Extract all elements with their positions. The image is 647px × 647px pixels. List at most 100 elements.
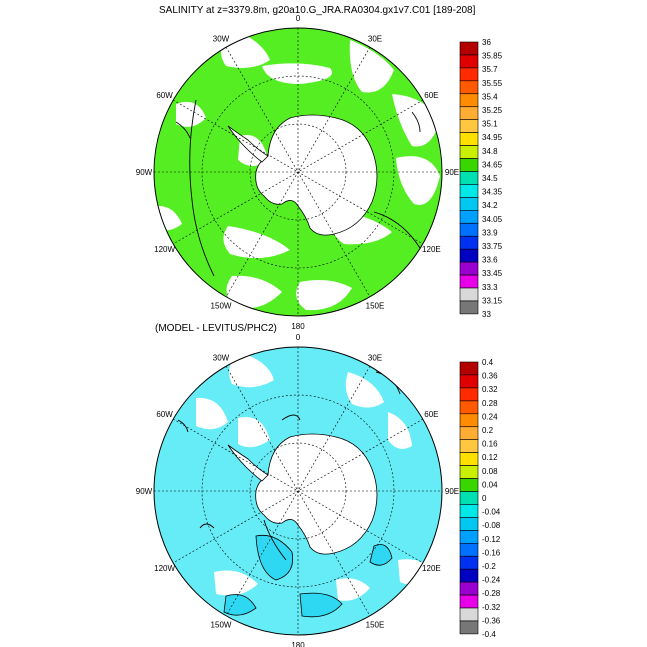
panel1-lon-label: 0: [296, 14, 301, 23]
panel2-colorbar-label: -0.24: [482, 576, 501, 585]
panel1-colorbar-swatch: [459, 67, 479, 82]
panel2-colorbar-swatch: [459, 426, 479, 440]
panel2-colorbar-swatch: [459, 387, 479, 402]
panel1-colorbar-swatch: [459, 300, 479, 315]
panel1-lon-label: 150E: [366, 301, 385, 310]
panel2-colorbar-label: -0.08: [482, 521, 501, 530]
panel1-colorbar-swatch: [459, 223, 479, 237]
panel2-antarctica: [255, 433, 378, 555]
panel2-colorbar-label: 0.36: [482, 372, 498, 381]
panel2-lon-label: 150W: [211, 620, 232, 629]
panel1-lon-label: 90W: [136, 168, 153, 177]
panel2-colorbar-swatch: [459, 542, 479, 557]
panel2-colorbar-label: 0.24: [482, 412, 498, 421]
panel1-antarctic-peninsula: [227, 125, 269, 163]
panel1-longitude-labels: 0 30E 60E 90E 120E 150E 180 150W 120W 90W 60W 30W: [136, 14, 459, 331]
panel2-colorbar-label: -0.2: [482, 562, 496, 571]
panel1-map: 0 30E 60E 90E 120E 150E 180 150W 120W 90W 60W 30W 3…: [136, 14, 503, 331]
panel2-map: 0 30E 60E 90E 120E 150E 180 150W 120W 90W 60W 30W 0…: [136, 333, 501, 647]
panel2-lon-label: 60W: [156, 410, 173, 419]
panel1-colorbar-label: 33.15: [482, 296, 503, 305]
panel2-lon-label: 60E: [424, 410, 438, 419]
panel1-lon-label: 120W: [154, 245, 175, 254]
panel2-title: (MODEL - LEVITUS/PHC2): [155, 323, 277, 334]
panel1-colorbar-swatch: [459, 80, 479, 95]
panel1-colorbar-label: 33.3: [482, 283, 498, 292]
panel2-colorbar-label: -0.32: [482, 603, 501, 612]
panel2-colorbar-swatch: [459, 361, 479, 376]
panel2-colorbar-label: 0.32: [482, 385, 498, 394]
panel1-colorbar-label: 35.25: [482, 106, 503, 115]
panel2-colorbar-label: 0.08: [482, 467, 498, 476]
panel2-colorbar-swatch: [459, 568, 479, 583]
panel1-map-border: [153, 27, 443, 317]
panel1-colorbar-swatch: [459, 274, 479, 289]
panel2-colorbar-swatch: [459, 581, 479, 596]
panel2-colorbar-swatch: [459, 504, 479, 518]
panel2-colorbar-label: 0.2: [482, 426, 494, 435]
panel2-colorbar-swatch: [459, 491, 479, 505]
panel1-colorbar-label: 33.75: [482, 242, 503, 251]
panel1-colorbar-label: 35.1: [482, 120, 498, 129]
panel1-graticule: [154, 28, 442, 316]
panel1-colorbar-swatch: [459, 248, 479, 263]
panel2-colorbar-label: 0.12: [482, 453, 498, 462]
panel2-lon-label: 120W: [154, 564, 175, 573]
panel1-colorbar-swatch: [459, 171, 479, 185]
panel2-colorbar-label: 0.04: [482, 480, 498, 489]
panel2-lon-label: 30E: [368, 354, 382, 363]
panel2-colorbar-swatch: [459, 530, 479, 544]
panel1-colorbar-swatch: [459, 41, 479, 56]
panel2-colorbar-label: 0.4: [482, 358, 494, 367]
panel1-colorbar-label: 33.45: [482, 269, 503, 278]
panel1-colorbar-swatch: [459, 236, 479, 250]
panel2-colorbar-swatch: [459, 517, 479, 531]
panel1-lon-label: 180: [291, 322, 305, 331]
panel1-colorbar-swatch: [459, 54, 479, 69]
panel1-colorbar-swatch: [459, 158, 479, 172]
panel1-colorbar-label: 34.2: [482, 201, 498, 210]
panel1-colorbar-label: 34.65: [482, 160, 503, 169]
panel1-lon-label: 30W: [213, 35, 230, 44]
panel2-lon-label: 150E: [366, 620, 385, 629]
panel1-colorbar-swatch: [459, 119, 479, 133]
panel1-colorbar-label: 34.05: [482, 215, 503, 224]
panel1-colorbar-label: 35.7: [482, 65, 498, 74]
panel1-colorbar-swatch: [459, 197, 479, 211]
panel2-colorbar-swatch: [459, 607, 479, 622]
panel2-colorbar-label: 0.28: [482, 399, 498, 408]
panel2-antarctic-peninsula: [227, 444, 269, 482]
panel2-colorbar-swatch: [459, 594, 479, 609]
panel1-colorbar: 36 35.85 35.7 35.55 35.4 35.25 35.1 34.95 34.8 34…: [459, 38, 503, 319]
panel2-colorbar-swatch: [459, 452, 479, 466]
panel1-lon-label: 120E: [422, 245, 441, 254]
panel1-colorbar-swatch: [459, 93, 479, 108]
panel2-colorbar-label: 0: [482, 494, 487, 503]
panel2-lon-label: 120E: [422, 564, 441, 573]
panel2-colorbar-label: -0.36: [482, 616, 501, 625]
panel1-colorbar-label: 35.4: [482, 92, 498, 101]
panel2-lon-label: 30W: [213, 354, 230, 363]
panel1-colorbar-swatch: [459, 287, 479, 302]
panel1-colorbar-label: 34.35: [482, 188, 503, 197]
panel1-colorbar-label: 33: [482, 310, 491, 319]
panel2-colorbar: 0.4 0.36 0.32 0.28 0.24 0.2 0.16 0.12 0.08 0.04 0 -…: [459, 358, 501, 639]
panel2-negative-patches: [223, 534, 393, 618]
panel2-map-border: [153, 346, 443, 636]
panel1-lon-label: 30E: [368, 35, 382, 44]
panel1-colorbar-label: 34.95: [482, 133, 503, 142]
panel2-colorbar-label: -0.04: [482, 508, 501, 517]
panel1-lon-label: 60E: [424, 91, 438, 100]
panel2-colorbar-label: 0.16: [482, 440, 498, 449]
panel1-lon-label: 90E: [445, 168, 459, 177]
panel2-lon-label: 180: [291, 641, 305, 647]
panel1-colorbar-label: 33.6: [482, 256, 498, 265]
panel1-colorbar-swatch: [459, 184, 479, 198]
panel1-colorbar-swatch: [459, 261, 479, 276]
panel2-lon-label: 0: [296, 333, 301, 342]
panel2-colorbar-swatch: [459, 478, 479, 492]
panel1-colorbar-swatch: [459, 106, 479, 121]
panel2-colorbar-swatch: [459, 439, 479, 453]
panel2-longitude-labels: 0 30E 60E 90E 120E 150E 180 150W 120W 90W 60W 30W: [136, 333, 459, 647]
panel2-contours: [177, 371, 401, 561]
